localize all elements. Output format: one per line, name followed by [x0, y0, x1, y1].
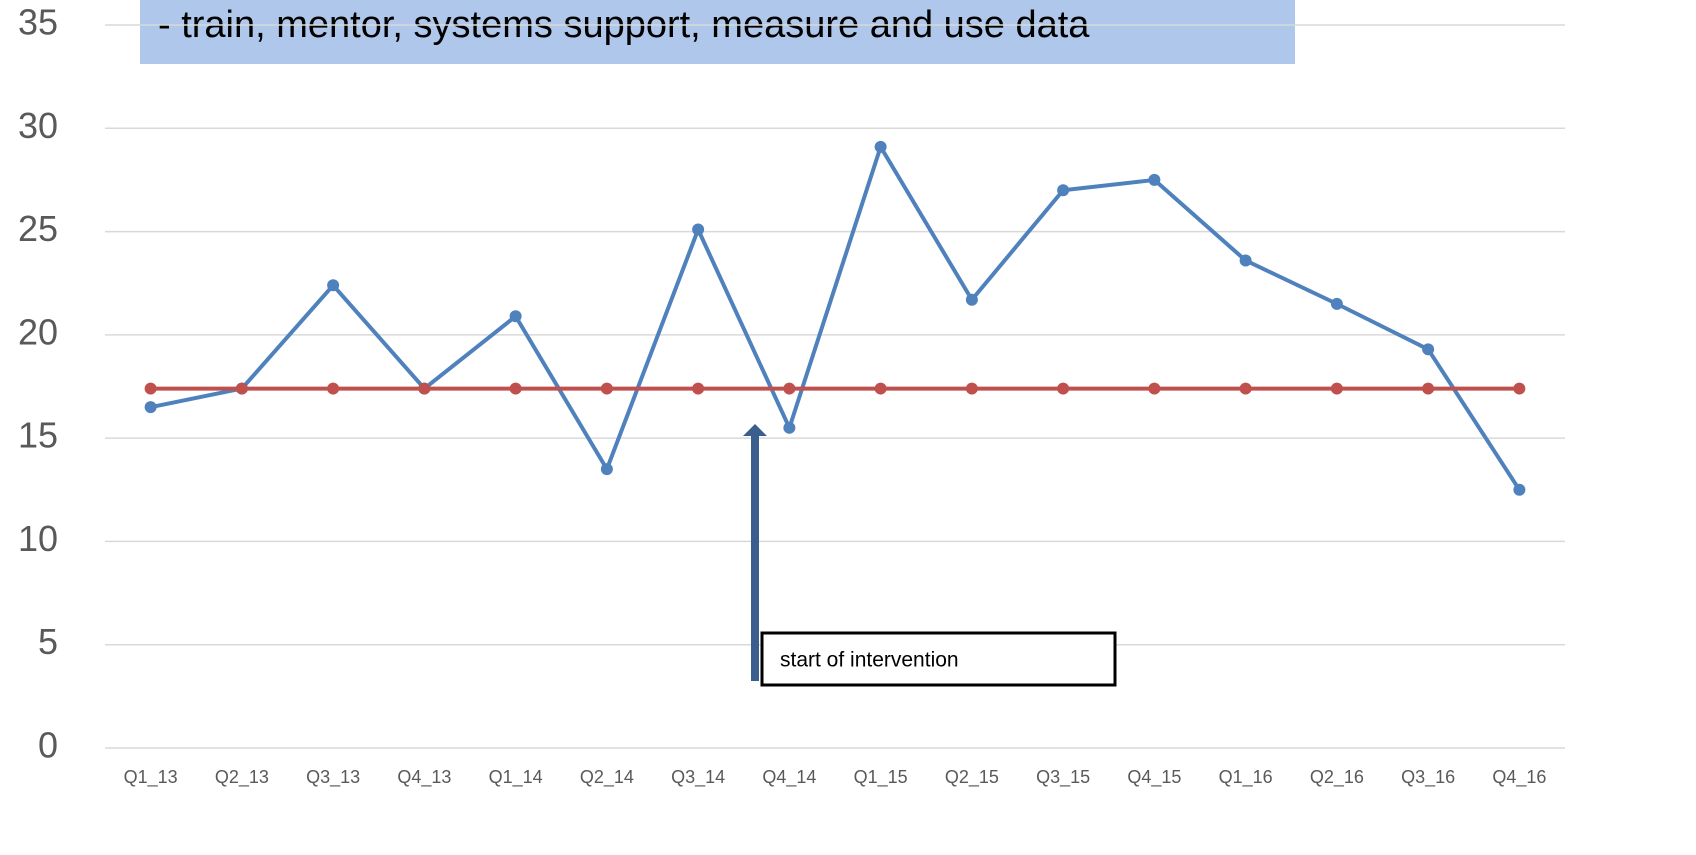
x-tick-label: Q2_14: [580, 767, 634, 788]
annotation: start of intervention: [780, 649, 959, 672]
x-tick-label: Q2_15: [945, 767, 999, 788]
data-point: [965, 382, 978, 395]
data-point: [600, 382, 613, 395]
x-tick-label: Q1_16: [1219, 767, 1273, 788]
y-tick-label: 30: [18, 105, 58, 146]
data-point: [327, 382, 340, 395]
data-point: [1148, 173, 1161, 186]
data-point: [509, 310, 522, 323]
data-point: [783, 382, 796, 395]
x-tick-label: Q4_15: [1127, 767, 1181, 788]
data-point: [692, 223, 705, 236]
x-tick-label: Q4_13: [397, 767, 451, 788]
y-tick-label: 10: [18, 518, 58, 559]
plot-area: 0 5 10 15 20 25 30 35 Q1_13 Q2_13 Q3_13 Q4_13 Q1_14 Q…: [18, 2, 1565, 788]
y-tick-label: 35: [18, 2, 58, 43]
data-point: [509, 382, 522, 395]
data-point: [1057, 382, 1070, 395]
y-tick-label: 0: [38, 725, 58, 766]
data-point: [692, 382, 705, 395]
x-tick-label: Q4_16: [1492, 767, 1546, 788]
x-tick-label: Q3_15: [1036, 767, 1090, 788]
data-point: [600, 463, 613, 476]
x-tick-label: Q2_16: [1310, 767, 1364, 788]
data-point: [874, 382, 887, 395]
data-point: [1239, 254, 1252, 267]
data-point: [783, 421, 796, 434]
x-tick-label: Q4_14: [762, 767, 816, 788]
y-tick-label: 5: [38, 621, 58, 662]
data-point: [418, 382, 431, 395]
arrow-shaft: [751, 434, 759, 681]
data-point: [235, 382, 248, 395]
data-point: [1422, 343, 1435, 356]
title-box: [140, 0, 1295, 64]
data-point: [144, 382, 157, 395]
y-tick-label: 15: [18, 415, 58, 456]
x-tick-label: Q2_13: [215, 767, 269, 788]
data-point: [1422, 382, 1435, 395]
arrow-head: [743, 424, 767, 436]
data-point: [1148, 382, 1161, 395]
x-tick-label: Q1_13: [124, 767, 178, 788]
y-tick-label: 20: [18, 311, 58, 352]
data-point: [1330, 297, 1343, 310]
data-point: [965, 293, 978, 306]
data-point: [1330, 382, 1343, 395]
series-line: [150, 144, 1522, 491]
x-tick-label: Q3_16: [1401, 767, 1455, 788]
data-point: [1057, 184, 1070, 197]
data-point: [1513, 382, 1526, 395]
data-point: [1239, 382, 1252, 395]
x-tick-label: Q3_13: [306, 767, 360, 788]
x-tick-label: Q1_14: [489, 767, 543, 788]
data-point: [1513, 483, 1526, 496]
data-point: [144, 401, 157, 414]
x-tick-label: Q1_15: [854, 767, 908, 788]
x-tick-label: Q3_14: [671, 767, 725, 788]
data-point: [874, 140, 887, 153]
annotation-box: [760, 631, 1117, 687]
data-point: [327, 279, 340, 292]
y-tick-label: 25: [18, 208, 58, 249]
